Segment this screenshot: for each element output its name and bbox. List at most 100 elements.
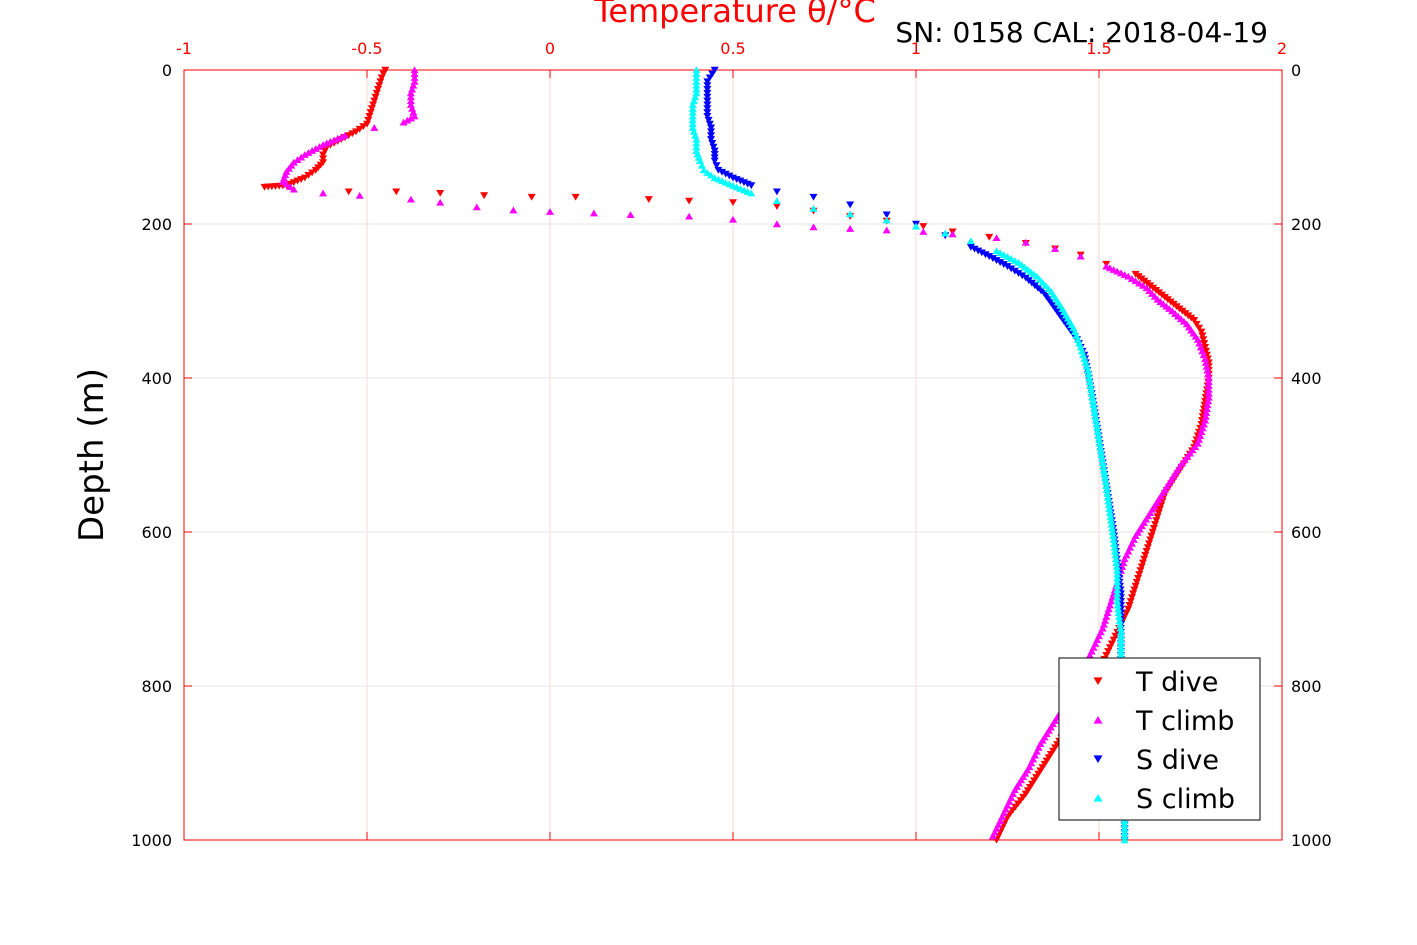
y-tick-label-left: 400 bbox=[141, 369, 172, 388]
data-point bbox=[712, 162, 721, 170]
data-point bbox=[1095, 439, 1104, 447]
data-point bbox=[1076, 343, 1085, 351]
data-point bbox=[691, 93, 700, 101]
data-point bbox=[974, 247, 983, 255]
data-point bbox=[882, 216, 891, 224]
data-point bbox=[1124, 605, 1133, 613]
data-point bbox=[708, 139, 717, 147]
data-point bbox=[710, 66, 719, 74]
data-point bbox=[692, 139, 701, 147]
data-point bbox=[1103, 489, 1112, 497]
data-point bbox=[1115, 613, 1124, 620]
data-point bbox=[644, 196, 653, 203]
data-point bbox=[1135, 279, 1144, 287]
x-tick-label: -0.5 bbox=[351, 39, 382, 58]
data-point bbox=[527, 193, 536, 201]
data-point bbox=[809, 193, 818, 201]
data-point bbox=[1102, 652, 1111, 659]
data-point bbox=[703, 97, 712, 105]
data-point bbox=[725, 172, 734, 180]
data-point bbox=[1116, 624, 1125, 632]
data-point bbox=[1125, 601, 1134, 609]
data-point bbox=[1202, 409, 1211, 416]
data-point bbox=[1115, 616, 1124, 624]
data-point bbox=[1113, 586, 1122, 593]
data-point bbox=[1131, 277, 1140, 285]
data-point bbox=[1116, 636, 1125, 643]
data-point bbox=[1145, 540, 1154, 548]
data-point bbox=[1102, 486, 1111, 493]
data-point bbox=[689, 97, 698, 104]
data-point bbox=[1007, 265, 1016, 273]
data-point bbox=[688, 112, 697, 120]
data-point bbox=[1096, 443, 1105, 451]
data-point bbox=[1095, 436, 1103, 443]
data-point bbox=[406, 97, 415, 104]
data-point bbox=[688, 108, 697, 116]
data-point bbox=[988, 255, 997, 262]
data-point bbox=[363, 120, 371, 128]
data-point bbox=[369, 101, 378, 109]
data-point bbox=[1199, 420, 1208, 428]
data-point bbox=[1110, 543, 1119, 551]
data-point bbox=[1109, 532, 1118, 540]
data-point bbox=[1203, 401, 1212, 409]
data-point bbox=[704, 116, 713, 124]
data-point bbox=[1097, 451, 1106, 459]
data-point bbox=[1082, 362, 1091, 370]
data-point bbox=[1103, 493, 1112, 501]
data-point bbox=[1190, 317, 1199, 324]
data-point bbox=[1201, 416, 1210, 424]
data-point bbox=[1192, 320, 1201, 328]
data-point bbox=[379, 70, 388, 78]
data-point bbox=[714, 166, 723, 174]
legend-items: T dive T climb S dive S climb bbox=[1093, 667, 1235, 815]
data-point bbox=[1195, 436, 1204, 443]
data-point bbox=[1090, 409, 1099, 416]
x-tick-label: 0.5 bbox=[720, 39, 745, 58]
data-point bbox=[809, 205, 818, 212]
data-point bbox=[1199, 336, 1208, 344]
data-point bbox=[406, 93, 415, 101]
data-point bbox=[436, 198, 445, 206]
data-point bbox=[1146, 536, 1155, 544]
data-point bbox=[1204, 397, 1213, 405]
y-tick-label-left: 600 bbox=[141, 523, 172, 542]
data-point bbox=[1108, 528, 1117, 536]
data-point bbox=[1203, 366, 1212, 374]
data-point bbox=[1113, 582, 1122, 590]
data-point bbox=[1138, 282, 1147, 289]
data-point bbox=[1084, 366, 1093, 374]
data-point bbox=[1114, 605, 1123, 613]
data-point bbox=[1116, 620, 1125, 628]
data-point bbox=[366, 109, 375, 116]
data-point bbox=[1120, 828, 1129, 836]
data-point bbox=[546, 208, 554, 215]
data-point bbox=[1132, 578, 1141, 586]
data-point bbox=[703, 93, 712, 101]
data-point bbox=[376, 78, 385, 86]
data-point bbox=[703, 109, 712, 116]
data-point bbox=[1149, 524, 1158, 532]
data-point bbox=[1113, 601, 1122, 609]
data-point bbox=[1104, 497, 1113, 505]
data-point bbox=[1201, 359, 1210, 366]
data-point bbox=[359, 123, 368, 131]
data-point bbox=[699, 166, 708, 174]
data-point bbox=[1113, 578, 1122, 586]
data-point bbox=[1137, 563, 1146, 571]
data-point bbox=[1089, 401, 1098, 409]
data-point bbox=[882, 226, 891, 234]
data-point bbox=[1204, 389, 1213, 397]
data-point bbox=[1116, 640, 1125, 647]
data-point bbox=[707, 124, 716, 132]
data-point bbox=[355, 191, 364, 199]
data-point bbox=[729, 199, 737, 207]
data-point bbox=[1138, 559, 1147, 567]
data-point bbox=[1112, 563, 1121, 570]
legend-marker bbox=[1093, 755, 1103, 764]
data-point bbox=[1204, 382, 1213, 389]
legend-label: T climb bbox=[1135, 706, 1234, 737]
data-point bbox=[1120, 832, 1129, 840]
